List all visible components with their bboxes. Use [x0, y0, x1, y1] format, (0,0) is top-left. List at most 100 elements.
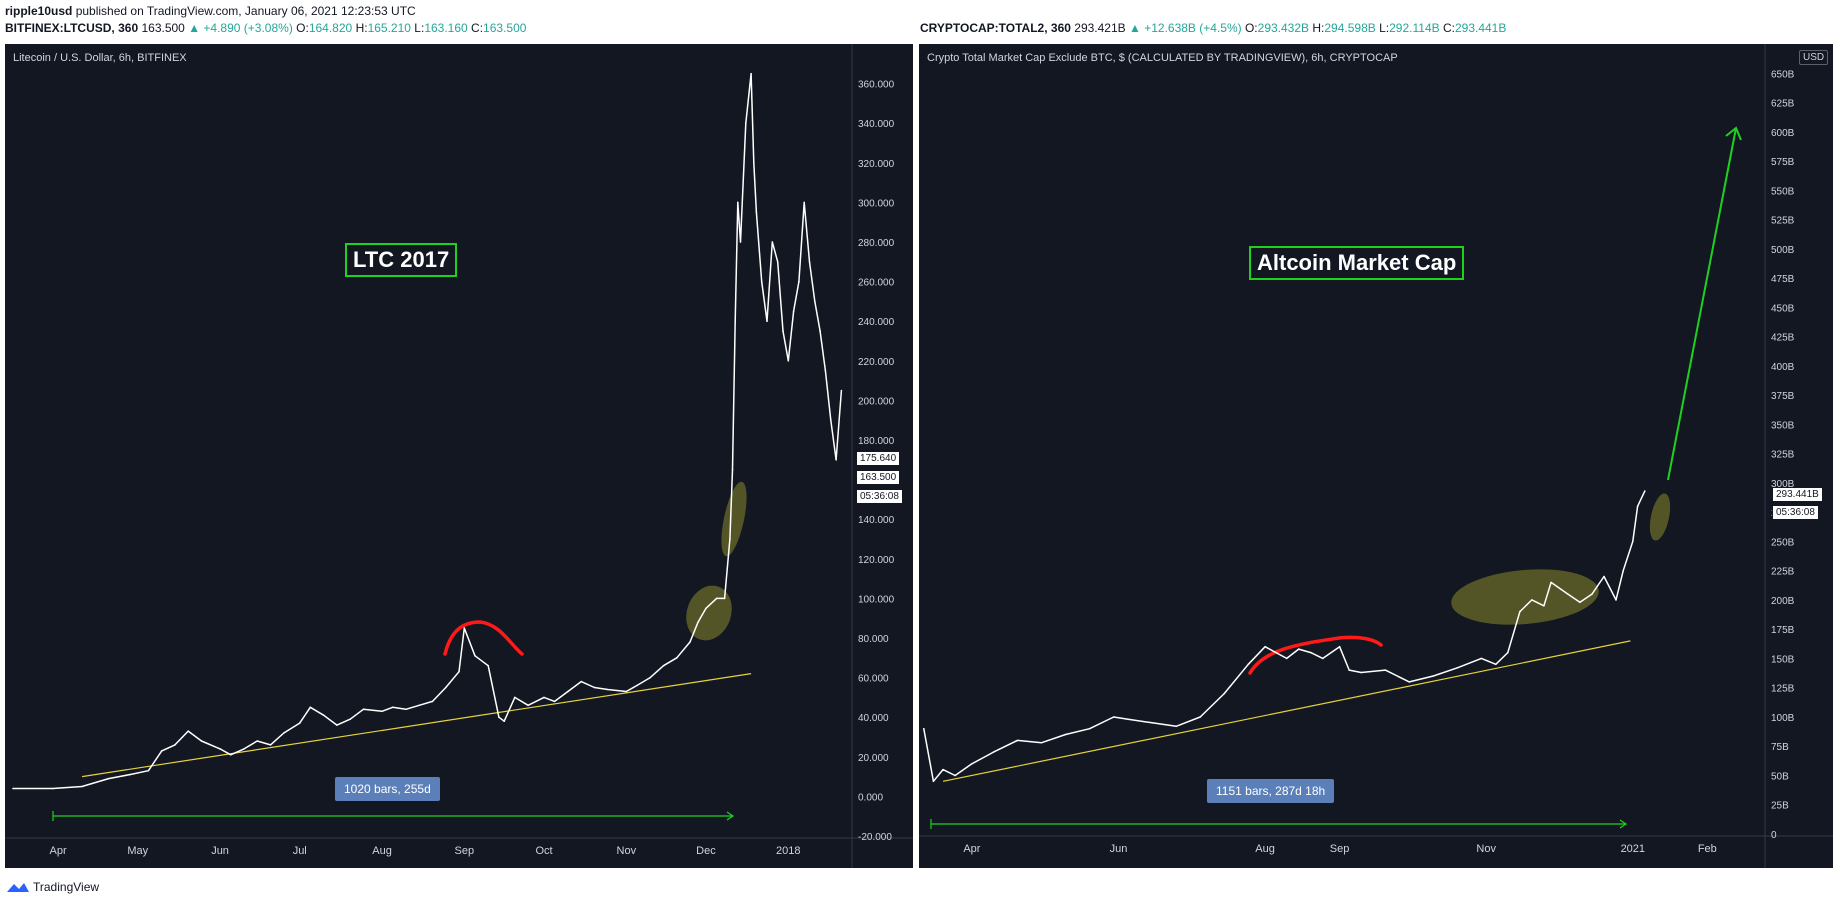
- price-point: [729, 538, 731, 540]
- ltc-price-tag-2: 163.500: [856, 470, 901, 485]
- price-point: [824, 369, 827, 372]
- currency-badge[interactable]: USD: [1799, 50, 1829, 65]
- y-tick-label: 575B: [1771, 157, 1795, 168]
- price-point: [256, 740, 258, 742]
- left-high-label: H:: [355, 21, 368, 35]
- price-point: [739, 241, 742, 243]
- author-name[interactable]: ripple10usd: [5, 4, 73, 18]
- ltc-chart-pane[interactable]: -20.000 0.000 20.000 40.000 60.000 80.000 100.…: [5, 44, 913, 868]
- left-symbol[interactable]: BITFINEX:LTCUSD, 360: [5, 21, 139, 35]
- chart-header: ripple10usd published on TradingView.com…: [0, 0, 1833, 40]
- price-point: [322, 714, 325, 716]
- price-point: [636, 684, 638, 687]
- y-tick-label: 150B: [1771, 654, 1795, 665]
- y-tick-label: 325B: [1771, 450, 1795, 461]
- price-point: [1127, 718, 1129, 721]
- altcoin-price-tag: 293.441B: [1772, 487, 1823, 502]
- price-point: [776, 261, 779, 263]
- x-tick-label: May: [127, 845, 148, 857]
- price-point: [12, 787, 14, 790]
- price-point: [1543, 605, 1545, 607]
- price-point: [362, 708, 365, 711]
- altcoin-annotation-label[interactable]: Altcoin Market Cap: [1249, 246, 1465, 280]
- price-point: [1310, 651, 1312, 654]
- price-point: [787, 360, 790, 362]
- price-point: [1064, 733, 1067, 736]
- price-point: [606, 688, 609, 691]
- right-symbol-info: CRYPTOCAP:TOTAL2, 360 293.421B ▲ +12.638…: [920, 21, 1506, 35]
- price-point: [503, 720, 506, 722]
- price-point: [1360, 671, 1362, 674]
- y-tick-label: 350B: [1771, 420, 1795, 431]
- price-point: [1175, 725, 1177, 728]
- price-point: [1456, 667, 1459, 669]
- price-point: [391, 706, 394, 709]
- price-point: [1567, 593, 1569, 595]
- measure-end-arrow: [726, 811, 735, 821]
- price-point: [107, 777, 110, 780]
- left-change: ▲ +4.890 (+3.08%): [188, 21, 293, 35]
- left-symbol-info: BITFINEX:LTCUSD, 360 163.500 ▲ +4.890 (+…: [5, 21, 526, 35]
- ltc-annotation-label[interactable]: LTC 2017: [345, 243, 458, 277]
- price-point: [418, 704, 421, 707]
- price-point: [52, 787, 54, 790]
- x-tick-label: Sep: [1330, 843, 1350, 855]
- footer: TradingView: [0, 872, 1833, 902]
- right-last-price: 293.421B: [1074, 21, 1126, 35]
- ltc-chart-title: Litecoin / U.S. Dollar, 6h, BITFINEX: [13, 52, 187, 64]
- price-point: [745, 122, 747, 124]
- x-tick-label: 2018: [776, 845, 800, 857]
- price-point: [1622, 569, 1624, 572]
- price-point: [971, 763, 973, 765]
- price-point: [1432, 675, 1435, 677]
- price-point: [992, 751, 995, 753]
- price-point: [431, 700, 434, 703]
- price-point: [129, 773, 131, 776]
- right-change: ▲ +12.638B (+4.5%): [1129, 21, 1242, 35]
- price-point: [755, 211, 758, 214]
- price-point: [1322, 657, 1324, 660]
- price-point: [200, 740, 203, 742]
- price-point: [798, 280, 800, 283]
- right-open: 293.432B: [1257, 21, 1310, 35]
- price-point: [553, 700, 556, 703]
- x-tick-label: Jul: [293, 845, 307, 857]
- x-tick-label: Aug: [1255, 843, 1275, 855]
- price-point: [803, 201, 805, 204]
- y-tick-label: 375B: [1771, 391, 1795, 402]
- x-tick-label: Jun: [1110, 843, 1128, 855]
- y-tick-label: 25B: [1771, 801, 1789, 812]
- x-tick-label: Apr: [50, 845, 67, 857]
- y-tick-label: 75B: [1771, 742, 1789, 753]
- price-point: [1579, 601, 1581, 604]
- price-point: [766, 320, 768, 323]
- y-tick-label: 100.000: [858, 594, 895, 605]
- price-point: [760, 280, 763, 283]
- price-point: [1223, 692, 1225, 695]
- right-symbol[interactable]: CRYPTOCAP:TOTAL2, 360: [920, 21, 1071, 35]
- y-tick-label: 625B: [1771, 99, 1795, 110]
- price-point: [174, 744, 176, 746]
- highlight-ellipse-2: [721, 481, 747, 557]
- price-point: [731, 468, 734, 471]
- measure-end-arrow: [1619, 819, 1628, 829]
- ltc-chart-svg[interactable]: -20.000 0.000 20.000 40.000 60.000 80.000 100.…: [5, 44, 913, 868]
- red-top-arc: [1248, 635, 1383, 675]
- tradingview-logo-icon[interactable]: [6, 880, 30, 894]
- altcoin-chart-pane[interactable]: 025B50B75B100B125B150B175B200B225B250B27…: [919, 44, 1833, 868]
- price-point: [808, 261, 811, 263]
- y-tick-label: 340.000: [858, 119, 895, 130]
- altcoin-chart-svg[interactable]: 025B50B75B100B125B150B175B200B225B250B27…: [919, 44, 1833, 868]
- y-tick-label: 0: [1771, 830, 1777, 841]
- price-point: [1507, 651, 1509, 654]
- y-tick-label: 0.000: [858, 792, 883, 803]
- footer-brand[interactable]: TradingView: [33, 880, 100, 894]
- left-last-price: 163.500: [141, 21, 185, 35]
- price-point: [498, 716, 500, 718]
- y-tick-label: -20.000: [858, 832, 892, 843]
- y-tick-label: 140.000: [858, 515, 895, 526]
- price-point: [1550, 581, 1552, 584]
- altcoin-bars-range-label: 1151 bars, 287d 18h: [1207, 779, 1335, 803]
- price-point: [1644, 490, 1646, 492]
- publish-info: ripple10usd published on TradingView.com…: [5, 4, 416, 18]
